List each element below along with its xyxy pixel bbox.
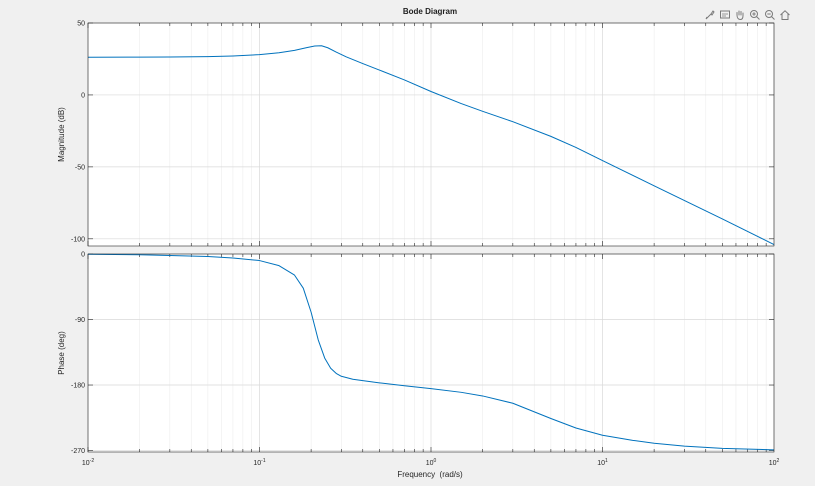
x-tick-label: 101 (597, 458, 608, 467)
magnitude-line (87, 45, 775, 246)
zoom-out-icon[interactable] (763, 8, 777, 22)
y-tick-label: 50 (77, 21, 85, 28)
x-tick-label: 102 (769, 458, 780, 467)
home-icon[interactable] (778, 8, 792, 22)
y-tick-label: 0 (81, 92, 85, 99)
magnitude-y-tick-labels: 50 0 -50 -100 (71, 21, 85, 244)
chart-title: Bode Diagram (403, 7, 457, 16)
y-tick-label: -180 (71, 383, 85, 390)
y-tick-label: -50 (75, 164, 85, 171)
x-tick-label: 10-1 (253, 458, 265, 467)
x-tick-label: 100 (426, 458, 437, 467)
magnitude-axes-box (87, 22, 775, 247)
zoom-in-icon[interactable] (748, 8, 762, 22)
y-tick-label: -100 (71, 236, 85, 243)
brush-icon[interactable] (703, 8, 717, 22)
phase-y-tick-labels: 0 -90 -180 -270 (71, 252, 85, 456)
y-tick-label: -90 (75, 317, 85, 324)
phase-line (87, 253, 775, 451)
x-tick-label: 10-2 (82, 458, 94, 467)
data-tip-icon[interactable] (718, 8, 732, 22)
y-tick-label: -270 (71, 448, 85, 455)
pan-icon[interactable] (733, 8, 747, 22)
y-tick-label: 0 (81, 252, 85, 259)
phase-y-label: Phase (deg) (57, 331, 66, 375)
phase-axes-box (87, 253, 775, 453)
phase-panel: 0 -90 -180 -270 Phase (deg) (57, 252, 775, 456)
x-axis-label: Frequency (rad/s) (397, 470, 463, 479)
magnitude-grid (87, 22, 775, 246)
x-tick-labels: 10-2 10-1 100 101 102 (82, 458, 780, 467)
magnitude-panel: 50 0 -50 -100 Magnitude (dB) (57, 21, 775, 247)
magnitude-y-label: Magnitude (dB) (57, 107, 66, 162)
axes-toolbar (703, 8, 792, 24)
